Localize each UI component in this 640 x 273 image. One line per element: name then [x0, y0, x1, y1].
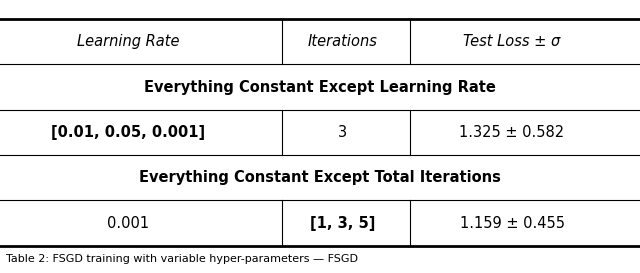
Text: [0.01, 0.05, 0.001]: [0.01, 0.05, 0.001] — [51, 125, 205, 140]
Text: Learning Rate: Learning Rate — [77, 34, 179, 49]
Text: [1, 3, 5]: [1, 3, 5] — [310, 216, 375, 230]
Text: Test Loss ± σ: Test Loss ± σ — [463, 34, 561, 49]
Text: Everything Constant Except Learning Rate: Everything Constant Except Learning Rate — [144, 80, 496, 94]
Text: Iterations: Iterations — [307, 34, 378, 49]
Text: 3: 3 — [338, 125, 347, 140]
Text: Everything Constant Except Total Iterations: Everything Constant Except Total Iterati… — [139, 170, 501, 185]
Text: 0.001: 0.001 — [107, 216, 149, 230]
Text: 1.159 ± 0.455: 1.159 ± 0.455 — [460, 216, 564, 230]
Text: Table 2: FSGD training with variable hyper-parameters — FSGD: Table 2: FSGD training with variable hyp… — [6, 254, 358, 264]
Text: 1.325 ± 0.582: 1.325 ± 0.582 — [460, 125, 564, 140]
